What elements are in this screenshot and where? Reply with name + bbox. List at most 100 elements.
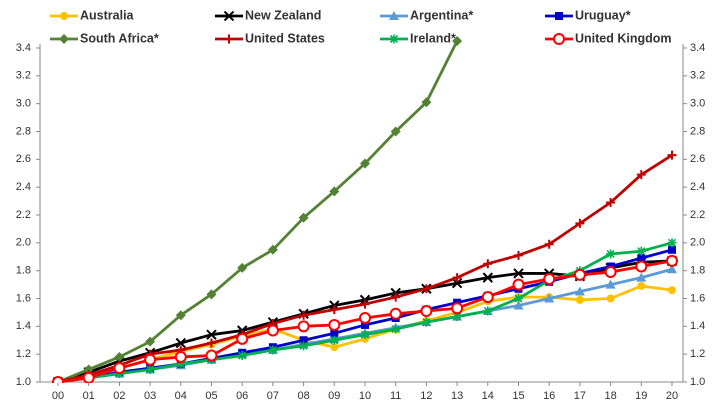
marker [606, 197, 616, 207]
marker [82, 371, 95, 383]
marker [175, 310, 186, 321]
marker [513, 268, 524, 279]
marker [575, 218, 585, 228]
marker [297, 320, 310, 333]
legend-label: Ireland* [410, 31, 456, 45]
marker [299, 341, 309, 351]
marker [329, 335, 339, 345]
marker [390, 126, 401, 137]
y-tick-label: 1.4 [16, 320, 31, 332]
marker [606, 249, 616, 259]
marker [544, 239, 554, 249]
marker [114, 351, 125, 362]
marker [299, 336, 308, 345]
marker [574, 286, 585, 296]
marker [206, 329, 217, 340]
marker [483, 306, 493, 316]
x-tick-label: 07 [267, 390, 279, 402]
marker [236, 332, 249, 345]
marker [267, 244, 278, 255]
x-tick-label: 15 [512, 390, 524, 402]
marker [60, 12, 68, 20]
marker [543, 273, 556, 286]
x-tick-label: 10 [359, 390, 371, 402]
marker [389, 307, 402, 320]
y-tick-label: 1.8 [16, 265, 31, 277]
y-tick-label: 1.2 [16, 348, 31, 360]
marker [555, 12, 563, 20]
marker [482, 272, 494, 283]
marker [329, 305, 339, 315]
y-tick-label: 2.0 [690, 237, 705, 249]
marker [298, 212, 309, 223]
y-tick-label: 3.0 [16, 98, 31, 110]
marker [113, 362, 126, 375]
marker [389, 34, 399, 44]
marker [514, 250, 523, 260]
marker [553, 33, 565, 45]
marker [329, 186, 340, 197]
x-tick-label: 02 [113, 390, 125, 402]
x-tick-label: 03 [144, 390, 156, 402]
marker [176, 359, 186, 369]
marker [451, 302, 464, 315]
marker [268, 345, 278, 355]
legend-label: Australia [80, 8, 135, 22]
plot-area [52, 36, 678, 383]
marker [605, 279, 616, 289]
y-tick-label: 2.2 [690, 209, 705, 221]
marker [452, 36, 463, 47]
y-tick-label: 1.2 [690, 348, 705, 360]
y-tick-label: 2.0 [16, 237, 31, 249]
marker [361, 320, 369, 329]
marker [224, 34, 234, 44]
legend-label: United Kingdom [575, 31, 672, 45]
marker [360, 299, 370, 309]
legend-label: New Zealand [245, 8, 321, 22]
y-tick-label: 3.4 [16, 42, 31, 54]
x-tick-label: 17 [574, 390, 586, 402]
marker [391, 292, 401, 302]
marker [328, 318, 341, 331]
marker [299, 310, 309, 320]
marker [83, 364, 94, 375]
y-tick-label: 2.4 [690, 181, 705, 193]
y-tick-label: 1.6 [690, 292, 705, 304]
marker [421, 317, 431, 327]
x-tick-label: 00 [52, 390, 64, 402]
marker [421, 97, 432, 108]
marker [636, 246, 646, 256]
marker [237, 351, 247, 361]
marker [175, 337, 187, 349]
marker [481, 291, 494, 304]
marker [266, 324, 279, 337]
marker [52, 376, 64, 383]
x-tick-label: 08 [297, 390, 309, 402]
y-tick-label: 1.0 [16, 376, 31, 388]
x-tick-label: 16 [543, 390, 555, 402]
y-tick-label: 2.6 [690, 153, 705, 165]
y-tick-label: 2.8 [690, 125, 705, 137]
legend-label: United States [245, 31, 325, 45]
marker [205, 349, 218, 362]
marker [514, 294, 523, 303]
y-tick-label: 2.8 [16, 125, 31, 137]
y-tick-label: 1.0 [690, 376, 705, 388]
series-line [57, 40, 459, 383]
marker [360, 158, 370, 169]
y-tick-label: 1.8 [690, 265, 705, 277]
marker [360, 330, 370, 340]
y-tick-label: 2.4 [16, 181, 31, 193]
marker [513, 300, 524, 310]
marker [421, 284, 431, 294]
marker [59, 34, 69, 44]
marker [223, 10, 235, 22]
y-tick-label: 2.2 [16, 209, 31, 221]
x-tick-label: 18 [604, 390, 616, 402]
marker [389, 11, 399, 20]
x-tick-label: 01 [83, 390, 95, 402]
marker [237, 262, 248, 273]
x-tick-label: 13 [451, 390, 463, 402]
